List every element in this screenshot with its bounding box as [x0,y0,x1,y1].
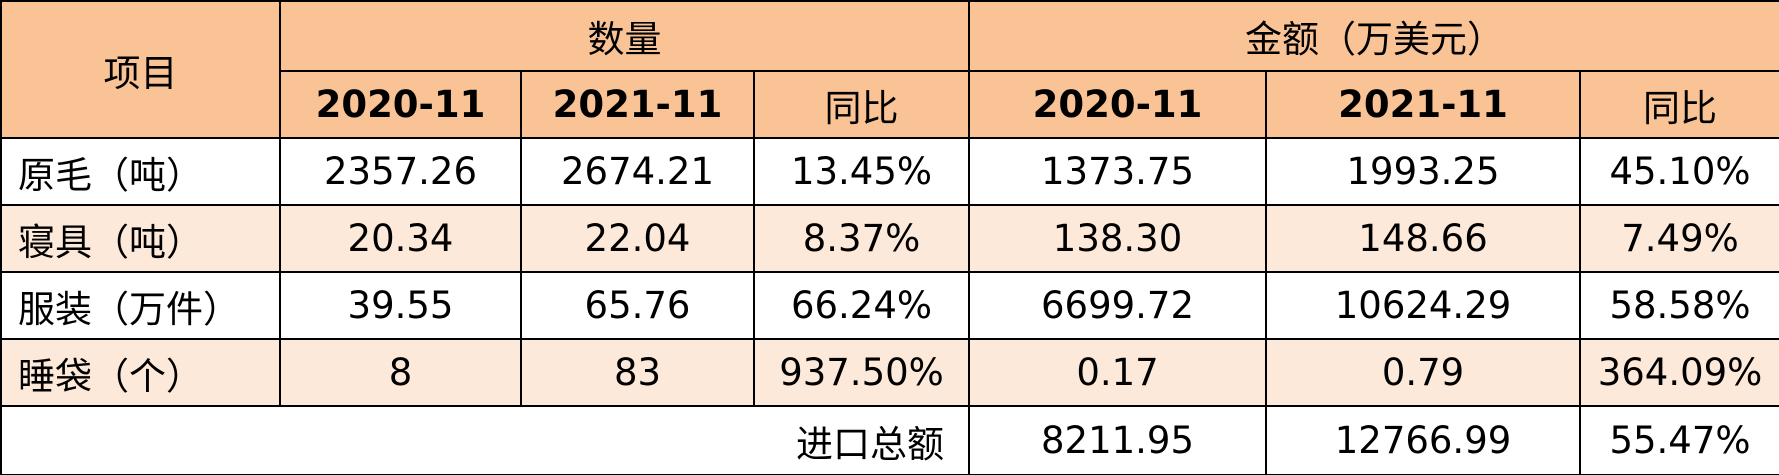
group-header: 数量 [278,0,971,72]
cell: 2674.21 [520,137,755,206]
cell: 13.45% [752,137,971,206]
cell: 6699.72 [968,271,1268,340]
column-header: 2021-11 [1265,70,1582,139]
cell: 937.50% [752,338,971,407]
column-header: 同比 [752,70,971,139]
cell: 39.55 [279,271,522,340]
column-header: 2020-11 [279,70,522,139]
total-cell: 55.47% [1579,405,1779,475]
cell: 45.10% [1579,137,1779,206]
row-label: 服装（万件） [0,271,281,340]
cell: 0.17 [968,338,1268,407]
cell: 66.24% [752,271,971,340]
row-label: 原毛（吨） [0,137,281,206]
data-row: 原毛（吨） 2357.26 2674.21 13.45% 1373.75 1993.25 4… [0,137,1779,206]
cell: 83 [520,338,755,407]
cell: 364.09% [1579,338,1779,407]
data-row: 寝具（吨） 20.34 22.04 8.37% 138.30 148.66 7.49% [0,204,1779,273]
cell: 1373.75 [968,137,1268,206]
total-label: 进口总额 [0,405,971,475]
cell: 148.66 [1265,204,1582,273]
data-row: 服装（万件） 39.55 65.76 66.24% 6699.72 10624.29 58.… [0,271,1779,340]
cell: 10624.29 [1265,271,1582,340]
row-label: 寝具（吨） [0,204,281,273]
cell: 0.79 [1265,338,1582,407]
sub-header-row: 2020-11 2021-11 同比 2020-11 2021-11 同比 [1,70,1779,139]
item-header: 项目 [0,0,281,139]
total-cell: 8211.95 [968,405,1268,475]
cell: 7.49% [1579,204,1779,273]
data-row: 睡袋（个） 8 83 937.50% 0.17 0.79 364.09% [0,338,1779,407]
cell: 22.04 [520,204,755,273]
cell: 8 [279,338,522,407]
group-header: 金额（万美元） [968,0,1779,72]
total-row: 进口总额 8211.95 12766.99 55.47% [0,405,1779,475]
cell: 2357.26 [279,137,522,206]
cell: 8.37% [752,204,971,273]
column-header: 同比 [1579,70,1779,139]
cell: 20.34 [279,204,522,273]
cell: 65.76 [520,271,755,340]
cell: 138.30 [968,204,1268,273]
total-cell: 12766.99 [1265,405,1582,475]
header-row: 项目 数量 金额（万美元） [0,0,1779,139]
cell: 58.58% [1579,271,1779,340]
column-header: 2021-11 [520,70,755,139]
column-header: 2020-11 [968,70,1268,139]
row-label: 睡袋（个） [0,338,281,407]
cell: 1993.25 [1265,137,1582,206]
